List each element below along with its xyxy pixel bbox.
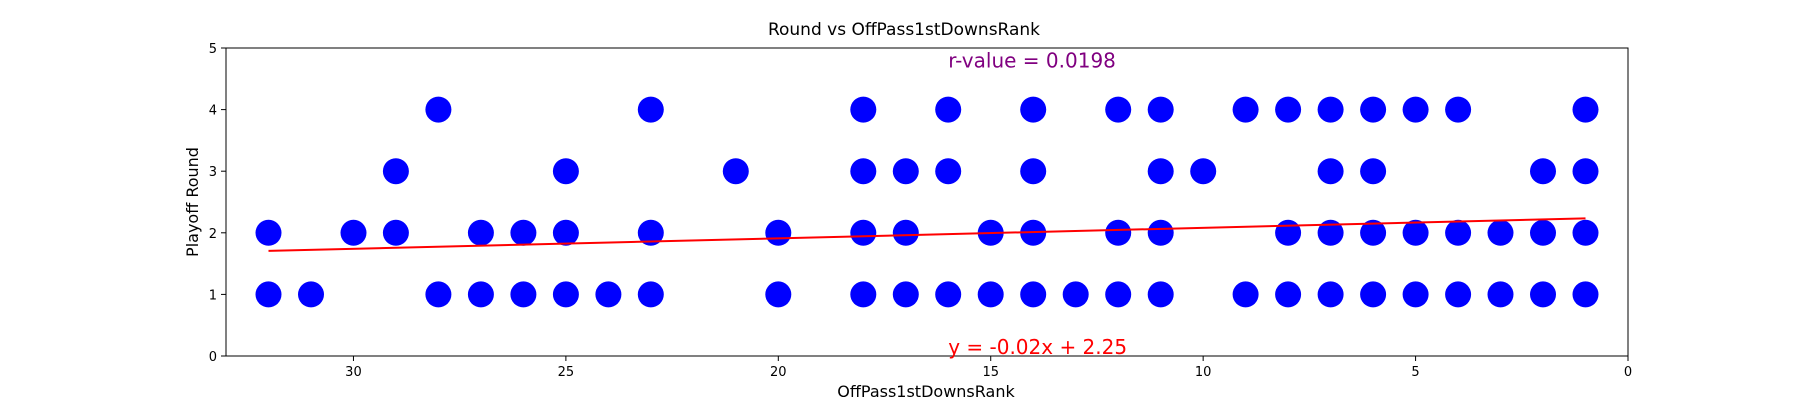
x-tick-label: 30 (345, 365, 362, 380)
regression-equation-annotation: y = -0.02x + 2.25 (948, 335, 1127, 359)
data-point (1275, 219, 1302, 246)
data-point (1232, 96, 1259, 123)
data-point (1317, 219, 1344, 246)
data-point (1275, 281, 1302, 308)
x-tick-label: 15 (982, 365, 999, 380)
chart-title: Round vs OffPass1stDownsRank (768, 20, 1040, 40)
regression-line (268, 217, 1586, 252)
data-point (1147, 96, 1174, 123)
x-tick-label: 0 (1624, 365, 1632, 380)
data-point (850, 96, 877, 123)
y-axis-label: Playoff Round (183, 147, 202, 257)
data-point (1530, 281, 1556, 308)
data-point (892, 158, 919, 185)
data-point (340, 219, 367, 246)
data-point (467, 281, 494, 308)
data-point (595, 281, 622, 308)
data-point (765, 281, 792, 308)
data-point (1275, 96, 1302, 123)
data-point (382, 219, 409, 246)
data-point (1232, 281, 1259, 308)
x-axis-label: OffPass1stDownsRank (837, 382, 1015, 400)
data-point (1020, 158, 1047, 185)
data-point (935, 281, 962, 308)
data-point (1020, 281, 1047, 308)
data-point (1445, 96, 1472, 123)
y-tick-label: 5 (209, 42, 217, 57)
x-tick-label: 5 (1411, 365, 1419, 380)
data-point (850, 158, 877, 185)
r-value-annotation: r-value = 0.0198 (948, 48, 1116, 72)
data-point (935, 158, 962, 185)
y-tick-label: 1 (209, 288, 217, 303)
data-point (552, 219, 579, 246)
data-point (1445, 281, 1472, 308)
data-point (850, 281, 877, 308)
data-point (425, 281, 452, 308)
y-tick-label: 0 (209, 350, 217, 365)
y-tick-label: 4 (209, 104, 217, 119)
data-point (850, 219, 877, 246)
data-point (935, 96, 962, 123)
x-axis-ticks: 30 25 20 15 10 5 0 (345, 356, 1632, 380)
y-tick-label: 3 (209, 165, 217, 180)
data-point (1572, 281, 1599, 308)
data-point (1020, 96, 1047, 123)
data-point (892, 281, 919, 308)
data-point (1317, 158, 1344, 185)
x-tick-label: 10 (1195, 365, 1212, 380)
data-point (637, 219, 664, 246)
data-point (1147, 219, 1174, 246)
data-point (1360, 158, 1387, 185)
data-point (1062, 281, 1089, 308)
data-point (510, 219, 537, 246)
y-tick-label: 2 (209, 227, 217, 242)
data-point (1402, 96, 1429, 123)
data-point (637, 281, 664, 308)
data-point (1360, 96, 1387, 123)
data-point (510, 281, 537, 308)
data-point (1530, 158, 1556, 185)
x-tick-label: 20 (770, 365, 787, 380)
data-point (1147, 158, 1174, 185)
data-point (1487, 219, 1514, 246)
data-point (1317, 96, 1344, 123)
data-point (552, 158, 579, 185)
data-point (255, 281, 282, 308)
data-point (637, 96, 664, 123)
data-point (722, 158, 749, 185)
data-point (765, 219, 792, 246)
data-point (1572, 219, 1599, 246)
data-point (1530, 219, 1556, 246)
data-point (425, 96, 452, 123)
data-point (1147, 281, 1174, 308)
data-point (1317, 281, 1344, 308)
data-point (977, 281, 1004, 308)
data-point (1402, 219, 1429, 246)
points-layer (255, 96, 1599, 308)
data-point (552, 281, 579, 308)
data-point (467, 219, 494, 246)
data-point (1105, 96, 1132, 123)
data-point (1360, 219, 1387, 246)
data-point (892, 219, 919, 246)
y-axis-ticks: 0 1 2 3 4 5 (209, 42, 226, 365)
data-point (1190, 158, 1217, 185)
data-point (382, 158, 409, 185)
regression-layer (268, 217, 1586, 252)
data-point (1445, 219, 1472, 246)
data-point (1572, 96, 1599, 123)
data-point (1402, 281, 1429, 308)
data-point (1105, 281, 1132, 308)
plot-frame (225, 47, 1629, 357)
data-point (298, 281, 324, 308)
data-point (1360, 281, 1387, 308)
data-point (1105, 219, 1132, 246)
data-point (1572, 158, 1599, 185)
data-point (255, 219, 282, 246)
x-tick-label: 25 (558, 365, 575, 380)
data-point (1487, 281, 1514, 308)
